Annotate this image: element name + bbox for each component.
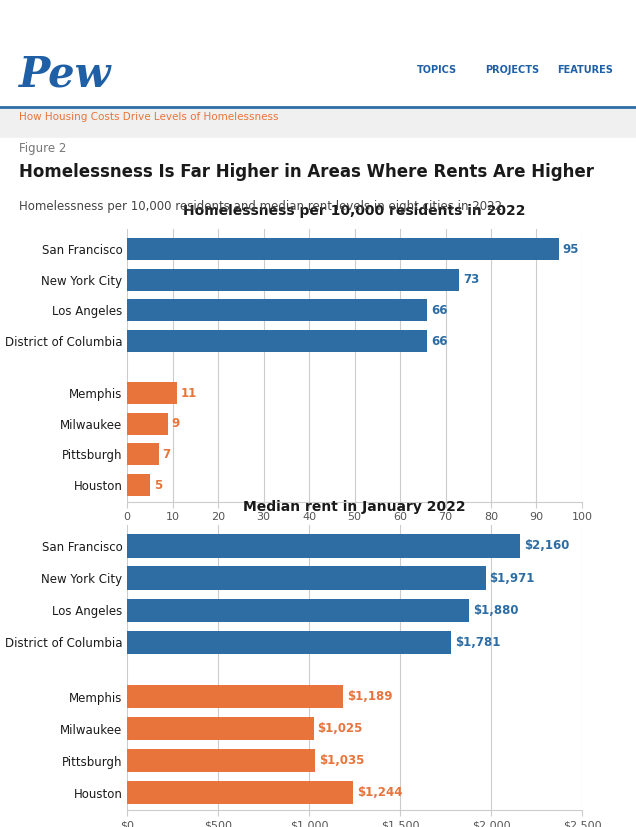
Title: Median rent in January 2022: Median rent in January 2022 xyxy=(243,500,466,514)
Text: PROJECTS: PROJECTS xyxy=(485,65,539,75)
Bar xyxy=(127,685,343,708)
Bar xyxy=(127,238,559,260)
Bar xyxy=(127,599,469,622)
Text: How Housing Costs Drive Levels of Homelessness: How Housing Costs Drive Levels of Homele… xyxy=(19,112,279,122)
Bar xyxy=(127,749,315,772)
Bar xyxy=(127,717,314,740)
Bar xyxy=(127,782,354,805)
Bar xyxy=(127,269,459,291)
Text: $1,025: $1,025 xyxy=(317,722,363,735)
Bar xyxy=(127,534,520,557)
Text: 66: 66 xyxy=(431,304,448,317)
Text: $1,971: $1,971 xyxy=(489,571,535,585)
Text: 11: 11 xyxy=(181,387,197,399)
Text: $1,189: $1,189 xyxy=(347,691,392,703)
Text: $1,244: $1,244 xyxy=(357,786,403,800)
Text: 5: 5 xyxy=(153,479,162,491)
Text: $1,781: $1,781 xyxy=(455,636,500,648)
Text: 9: 9 xyxy=(172,418,180,430)
Text: Homelessness Is Far Higher in Areas Where Rents Are Higher: Homelessness Is Far Higher in Areas Wher… xyxy=(19,163,594,181)
Text: FEATURES: FEATURES xyxy=(557,65,613,75)
Text: 95: 95 xyxy=(563,242,579,256)
Bar xyxy=(127,474,150,496)
Bar xyxy=(127,382,177,404)
Text: $1,035: $1,035 xyxy=(319,754,364,767)
Bar xyxy=(127,566,486,590)
Text: Homelessness per 10,000 residents and median rent levels in eight cities in 2022: Homelessness per 10,000 residents and me… xyxy=(19,200,502,213)
Text: $1,880: $1,880 xyxy=(473,604,518,617)
Text: Pew: Pew xyxy=(19,54,111,96)
Text: Figure 2: Figure 2 xyxy=(19,142,66,155)
Bar xyxy=(127,631,451,653)
Text: 66: 66 xyxy=(431,334,448,347)
Text: 73: 73 xyxy=(463,273,479,286)
Bar xyxy=(127,443,159,466)
Title: Homelessness per 10,000 residents in 2022: Homelessness per 10,000 residents in 202… xyxy=(183,204,526,218)
Bar xyxy=(127,299,427,322)
Text: $2,160: $2,160 xyxy=(523,539,569,552)
Bar xyxy=(127,330,427,352)
Bar xyxy=(127,413,168,435)
Text: 7: 7 xyxy=(163,448,171,461)
Text: TOPICS: TOPICS xyxy=(417,65,457,75)
